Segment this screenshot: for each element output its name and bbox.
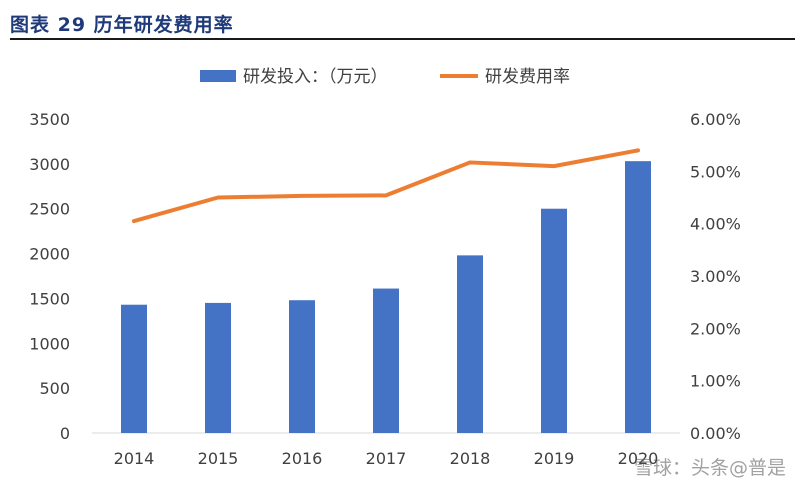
bar-2019	[541, 208, 567, 433]
figure-header: 图表 29 历年研发费用率	[10, 8, 795, 40]
y-left-tick-label: 1000	[29, 334, 70, 353]
figure-title: 图表 29 历年研发费用率	[10, 14, 234, 36]
y-right-tick-label: 0.00%	[690, 424, 741, 443]
legend-label-line: 研发费用率	[485, 67, 570, 87]
y-right-tick-label: 2.00%	[690, 319, 741, 338]
bar-2015	[205, 302, 231, 433]
x-tick-label: 2020	[618, 449, 659, 468]
x-tick-label: 2019	[534, 449, 575, 468]
y-right-tick-label: 5.00%	[690, 162, 741, 181]
watermark: 雪球：头条@普是	[633, 457, 786, 479]
y-right-tick-label: 1.00%	[690, 372, 741, 391]
x-tick-label: 2014	[114, 449, 155, 468]
legend-swatch-bars	[200, 70, 236, 82]
y-left-tick-label: 0	[60, 424, 70, 443]
x-tick-label: 2018	[450, 449, 491, 468]
bar-2016	[289, 300, 315, 433]
y-left-tick-label: 3000	[29, 155, 70, 174]
bar-2020	[625, 161, 651, 433]
bar-2017	[373, 288, 399, 433]
y-left-tick-label: 2000	[29, 245, 70, 264]
x-tick-label: 2015	[198, 449, 239, 468]
y-right-tick-label: 4.00%	[690, 215, 741, 234]
y-right-tick-label: 3.00%	[690, 267, 741, 286]
y-left-tick-label: 500	[39, 379, 70, 398]
y-left-tick-label: 1500	[29, 289, 70, 308]
bar-2014	[121, 304, 147, 433]
bar-2018	[457, 255, 483, 433]
x-tick-label: 2017	[366, 449, 407, 468]
y-left-tick-label: 2500	[29, 200, 70, 219]
y-left-tick-label: 3500	[29, 110, 70, 129]
legend-label-bars: 研发投入：（万元）	[243, 67, 388, 87]
x-tick-label: 2016	[282, 449, 323, 468]
y-right-tick-label: 6.00%	[690, 110, 741, 129]
